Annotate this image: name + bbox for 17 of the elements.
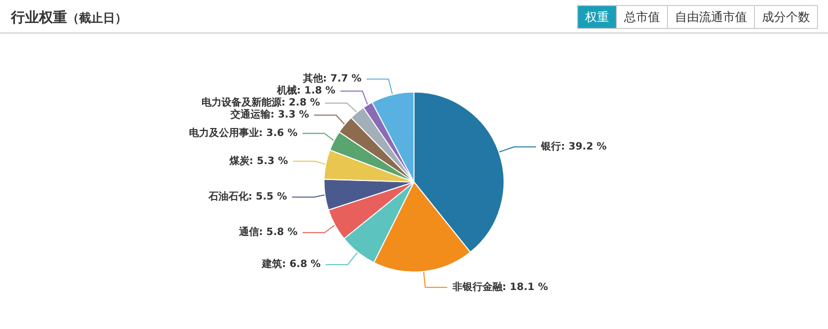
text: 总市值 [616, 5, 668, 29]
slice-label: 其他: 7.7 % [302, 72, 362, 85]
slice-label: 石油石化: 5.5 % [207, 190, 287, 203]
slice-label: 电力及公用事业: 3.6 % [188, 126, 298, 139]
slice-label: 建筑: 6.8 % [260, 258, 321, 270]
slice-label: 通信: 5.8 % [238, 226, 298, 238]
text: 权重 [577, 5, 617, 29]
text: 行业权重 [10, 10, 67, 26]
text: 成分个数 [754, 5, 818, 29]
text: 自由流通市值 [667, 5, 755, 29]
slice-label: 银行: 39.2 % [540, 140, 607, 152]
slice-label: 机械: 1.8 % [276, 84, 336, 97]
slice-label: 电力设备及新能源: 2.8 % [201, 96, 320, 109]
slice-label: 煤炭: 5.3 % [228, 154, 288, 167]
slice-label: 交通运输: 3.3 % [229, 108, 310, 121]
slice-label: 非银行金融: 18.1 % [451, 280, 548, 293]
chart-subtitle: （截止日） [67, 11, 127, 25]
